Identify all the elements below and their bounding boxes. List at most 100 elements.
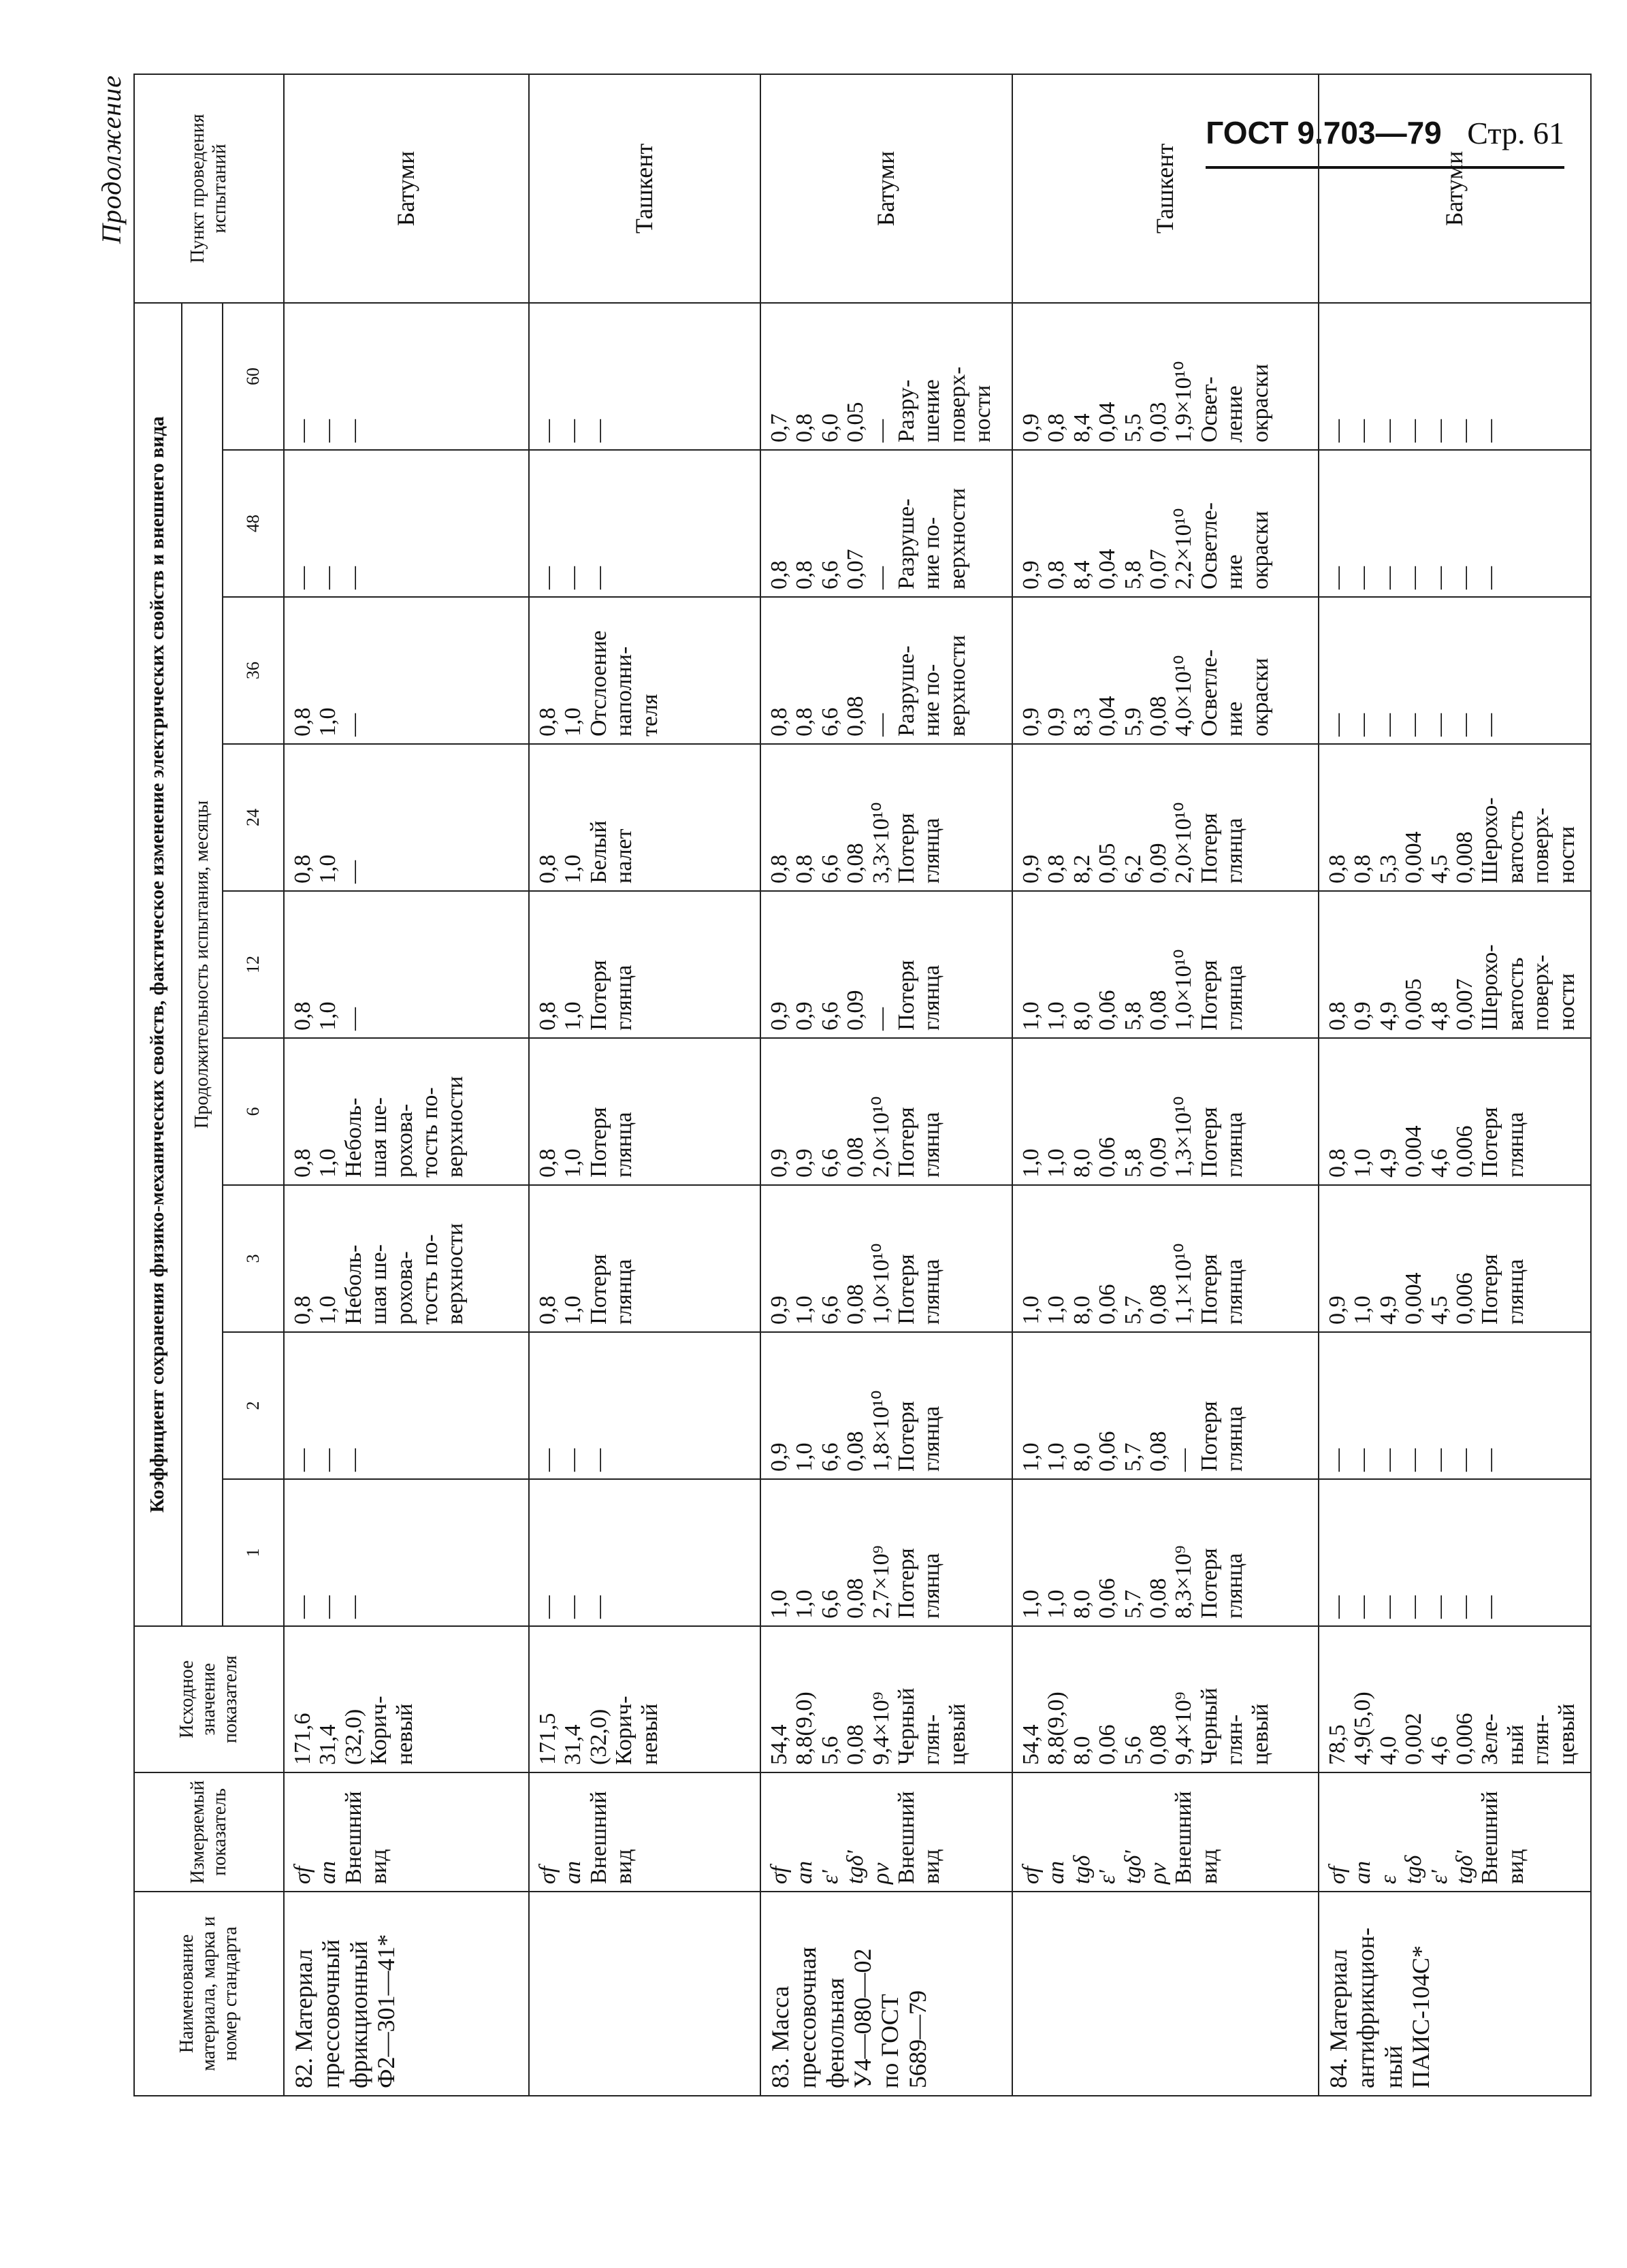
month-value-cell-line: —: [535, 419, 560, 442]
month-value-cell: 0,8 0,8 5,3 0,004 4,5 0,008 Шерохо-ватость пове…: [1319, 744, 1591, 891]
month-value-cell-line: 0,06: [1095, 1578, 1121, 1619]
month-value-cell-line: 0,07: [1145, 549, 1171, 590]
month-value-cell: — — —: [284, 1332, 529, 1479]
initial-value-cell-line: цевый: [1553, 1703, 1579, 1765]
initial-value-cell-line: 171,6: [290, 1713, 315, 1766]
month-value-cell-line: —: [1477, 566, 1503, 589]
initial-value-cell-line: ный: [1502, 1724, 1528, 1765]
month-value-cell-line: —: [1426, 566, 1452, 589]
page-header: ГОСТ 9.703—79 Стр. 61: [1206, 114, 1564, 169]
month-value-cell-line: 6,6: [817, 854, 843, 884]
initial-value-cell-line: Корич-: [366, 1696, 392, 1765]
month-value-cell-line: 0,07: [843, 549, 869, 590]
month-value-cell-line: Потеря: [1196, 1548, 1222, 1619]
month-value-cell-line: ности: [970, 385, 996, 442]
initial-value-cell-line: Зеле-: [1477, 1713, 1503, 1765]
month-value-cell: 0,9 1,0 6,6 0,08 1,0×10¹⁰ Потеря глянца: [760, 1185, 1012, 1332]
month-value-cell-line: 1,0: [315, 1001, 341, 1031]
month-value-cell-line: 1,0: [1350, 1148, 1376, 1178]
month-value-cell-line: Потеря: [1477, 1254, 1503, 1325]
month-value-cell-line: глянца: [611, 1259, 637, 1325]
month-value-cell-line: 0,8: [290, 1295, 315, 1325]
initial-value-cell-line: 4,9(5,0): [1350, 1691, 1376, 1765]
month-value-cell-line: 1,0: [560, 854, 586, 884]
month-value-cell-line: 2,0×10¹⁰: [868, 1096, 894, 1178]
month-value-cell-line: 0,8: [1325, 1001, 1350, 1031]
month-value-cell-line: 1,0: [1350, 1295, 1376, 1325]
test-site-cell: Батуми: [284, 74, 529, 303]
month-value-cell: — — —: [529, 1479, 760, 1626]
initial-value-cell-line: 31,4: [315, 1724, 341, 1766]
month-value-cell-line: 0,03: [1145, 402, 1171, 443]
month-value-cell-line: роховa-: [391, 1103, 417, 1178]
indicator-cell-line: вид: [1196, 1849, 1222, 1884]
month-value-cell-line: Осветле-: [1196, 502, 1222, 589]
month-value-cell-line: 0,08: [1145, 990, 1171, 1031]
month-value-cell-line: 4,5: [1426, 1295, 1452, 1325]
month-value-cell: 0,8 0,8 6,6 0,08 3,3×10¹⁰ Потеря глянца: [760, 744, 1012, 891]
month-value-cell: 1,0 1,0 8,0 0,06 5,7 0,08 1,1×10¹⁰ Потеря глянца: [1012, 1185, 1319, 1332]
initial-value-cell-line: глян-: [919, 1714, 945, 1765]
indicator-cell-line: Внешний: [340, 1791, 366, 1884]
material-cell-line: прессовочная: [794, 1947, 822, 2088]
col-month-header: 1: [223, 1479, 284, 1626]
month-value-cell-line: 6,6: [817, 1589, 843, 1619]
initial-value-cell-line: глян-: [1222, 1714, 1248, 1765]
month-value-cell-line: 6,2: [1120, 854, 1146, 884]
indicator-cell-line: tgδ: [1069, 1855, 1095, 1884]
initial-value-cell-line: 0,08: [843, 1724, 869, 1766]
initial-value-cell-line: 4,6: [1426, 1736, 1452, 1766]
initial-value-cell-line: 8,8(9,0): [1044, 1691, 1069, 1765]
indicator-cell-line: an: [560, 1861, 586, 1884]
month-value-cell-line: 8,0: [1069, 1001, 1095, 1031]
month-value-cell-line: шая ше-: [366, 1244, 392, 1325]
material-cell-line: фенольная: [821, 1977, 849, 2088]
month-value-cell-line: 8,4: [1069, 560, 1095, 590]
month-value-cell-line: 1,0: [1044, 1148, 1069, 1178]
month-value-cell-line: 1,0: [1018, 1442, 1044, 1472]
month-value-cell-line: —: [560, 419, 586, 442]
month-value-cell-line: 8,0: [1069, 1148, 1095, 1178]
month-value-cell: — — —: [284, 302, 529, 450]
month-value-cell-line: 1,1×10¹⁰: [1171, 1243, 1197, 1325]
month-value-cell-line: 0,8: [535, 1148, 560, 1178]
month-value-cell-line: шая ше-: [366, 1097, 392, 1178]
month-value-cell: 1,0 1,0 8,0 0,06 5,7 0,08 8,3×10⁹ Потеря глянца: [1012, 1479, 1319, 1626]
month-value-cell-line: окраски: [1247, 363, 1273, 442]
col-header-initial: Исходное значение показателя: [134, 1626, 284, 1772]
month-value-cell: — — —: [529, 302, 760, 450]
month-value-cell-line: 1,0: [1018, 1148, 1044, 1178]
month-value-cell-line: глянца: [919, 1553, 945, 1619]
month-value-cell-line: —: [585, 1595, 611, 1619]
month-value-cell: — — — — — — —: [1319, 597, 1591, 744]
month-value-cell-line: 1,0: [1018, 1001, 1044, 1031]
col-month-header: 36: [223, 597, 284, 744]
month-value-cell-line: 0,008: [1451, 831, 1477, 884]
col-header-duration: Продолжительность испытания, месяцы: [182, 302, 223, 1626]
month-value-cell-line: 0,9: [1044, 707, 1069, 737]
initial-value-cell: 78,5 4,9(5,0) 4,0 0,002 4,6 0,006 Зеле-ный глян…: [1319, 1626, 1591, 1772]
month-value-cell-line: 0,004: [1401, 1272, 1427, 1325]
material-cell-line: ПАИС-104С*: [1406, 1945, 1434, 2088]
month-value-cell-line: —: [560, 1448, 586, 1472]
month-value-cell: — — — — — — —: [1319, 1332, 1591, 1479]
col-month-header: 48: [223, 450, 284, 597]
month-value-cell-line: 0,8: [1044, 560, 1069, 590]
month-value-cell-line: —: [560, 1595, 586, 1619]
month-value-cell-line: 0,9: [767, 1295, 792, 1325]
indicator-cell-line: ε': [1095, 1870, 1121, 1884]
month-value-cell-line: —: [1451, 1448, 1477, 1472]
month-value-cell-line: —: [1375, 566, 1401, 589]
month-value-cell-line: глянца: [919, 965, 945, 1031]
material-cell: [529, 1892, 760, 2096]
month-value-cell-line: верхности: [944, 487, 970, 589]
month-value-cell-line: тость по-: [417, 1087, 442, 1178]
indicator-cell-line: σf: [767, 1866, 792, 1884]
month-value-cell-line: —: [340, 566, 366, 589]
material-cell-line: прессовочный: [317, 1939, 345, 2088]
indicator-cell-line: ρv: [1145, 1862, 1171, 1884]
month-value-cell-line: —: [535, 566, 560, 589]
month-value-cell-line: 2,2×10¹⁰: [1171, 508, 1197, 590]
indicator-cell-line: Внешний: [1171, 1791, 1197, 1884]
month-value-cell-line: 0,9: [1018, 854, 1044, 884]
